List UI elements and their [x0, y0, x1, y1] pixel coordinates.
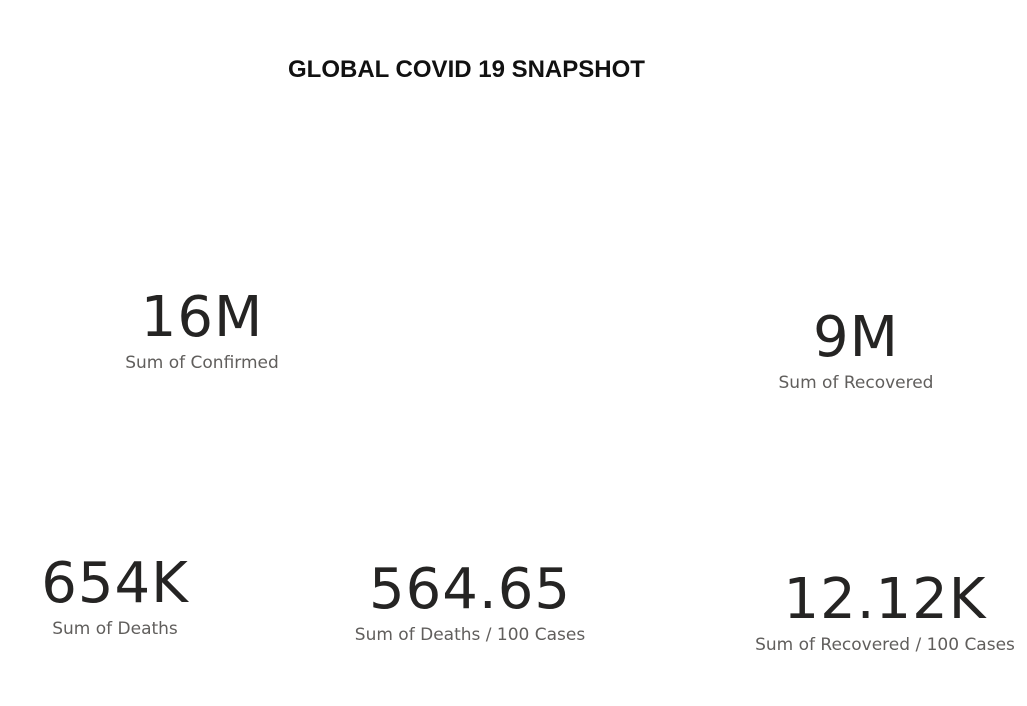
card-recovered-per-100-cases[interactable]: 12.12K Sum of Recovered / 100 Cases [750, 567, 1020, 656]
card-label: Sum of Deaths / 100 Cases [354, 625, 586, 645]
card-value: 16M [140, 285, 264, 350]
card-deaths[interactable]: 654K Sum of Deaths [30, 551, 200, 640]
page-title: GLOBAL COVID 19 SNAPSHOT [288, 56, 645, 83]
card-value: 654K [41, 551, 189, 616]
card-recovered[interactable]: 9M Sum of Recovered [766, 305, 946, 394]
card-label: Sum of Recovered [778, 373, 934, 393]
card-value: 9M [813, 305, 899, 370]
card-label: Sum of Deaths [52, 619, 178, 639]
card-confirmed[interactable]: 16M Sum of Confirmed [112, 285, 292, 374]
card-label: Sum of Confirmed [125, 353, 279, 373]
card-deaths-per-100-cases[interactable]: 564.65 Sum of Deaths / 100 Cases [350, 557, 590, 646]
card-value: 12.12K [783, 567, 987, 632]
card-label: Sum of Recovered / 100 Cases [755, 635, 1015, 655]
card-value: 564.65 [369, 557, 571, 622]
